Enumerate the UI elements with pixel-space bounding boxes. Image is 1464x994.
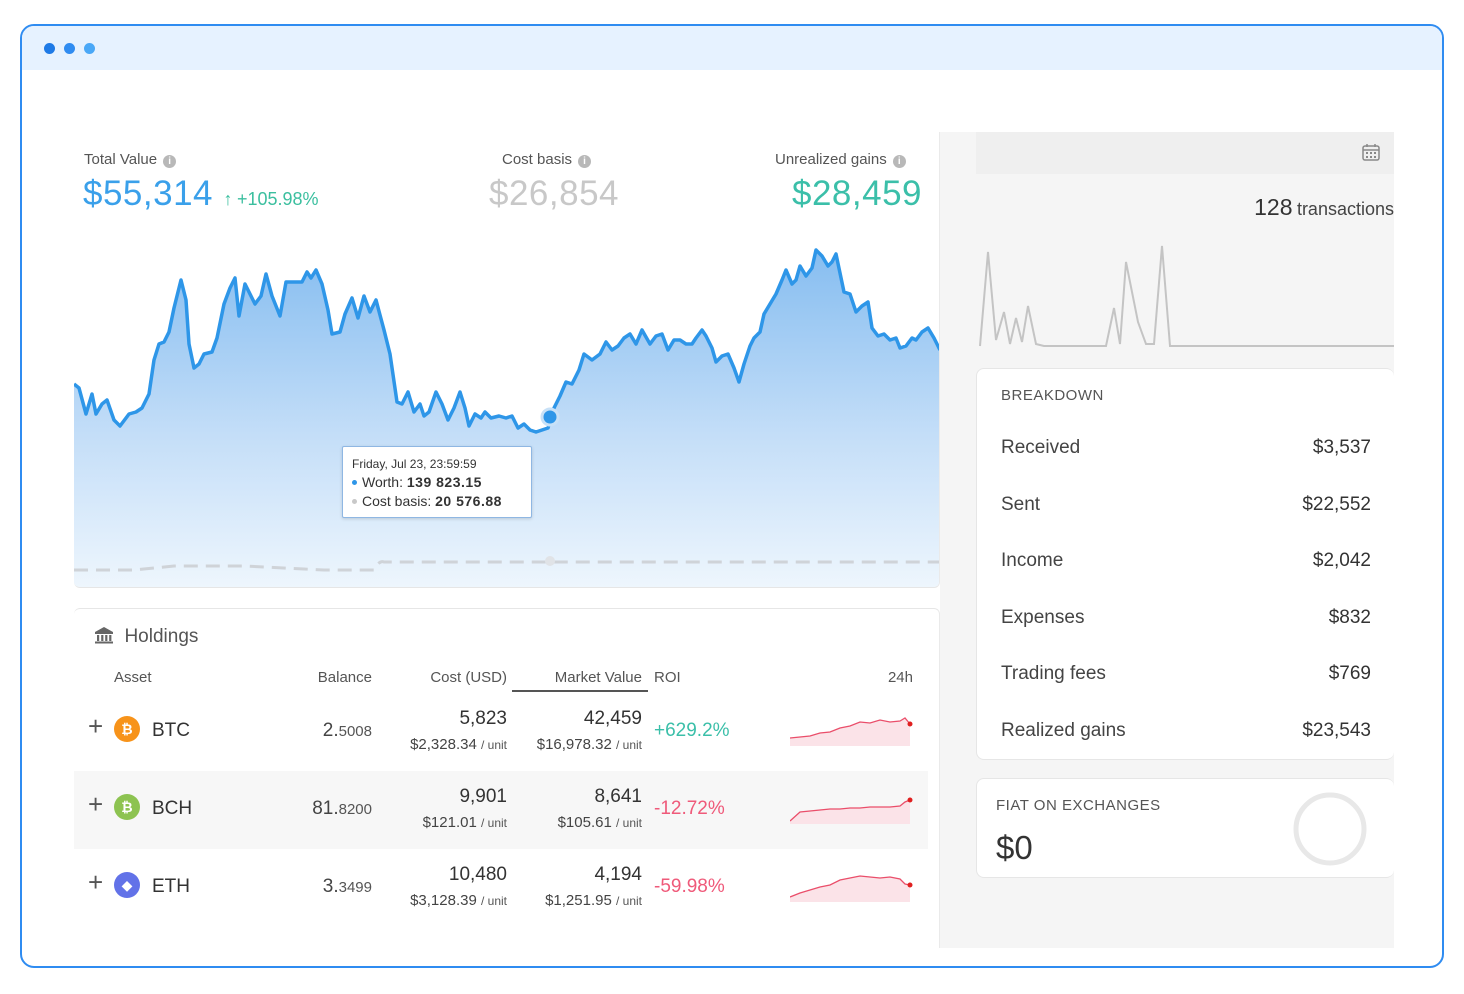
breakdown-value: $769	[1328, 663, 1371, 684]
fiat-ring-chart	[1293, 792, 1367, 866]
cost-basis-value: $26,854	[489, 174, 620, 213]
cost-basis-marker	[545, 556, 555, 566]
fiat-title: FIAT ON EXCHANGES	[996, 797, 1161, 814]
breakdown-value: $3,537	[1312, 437, 1371, 458]
asset-cost: 9,901	[459, 786, 507, 807]
asset-roi: +629.2%	[654, 720, 730, 741]
asset-market-value: 8,641	[594, 786, 642, 807]
arrow-up-icon: ↑	[223, 189, 233, 209]
hover-marker	[540, 407, 560, 427]
breakdown-label: Received	[1001, 437, 1081, 458]
asset-market-per-unit: $16,978.32 / unit	[536, 736, 642, 753]
asset-cost: 10,480	[448, 864, 507, 885]
info-icon[interactable]: i	[578, 155, 592, 168]
asset-market-per-unit: $1,251.95 / unit	[545, 892, 642, 909]
unrealized-gains-label: Unrealized gains i	[775, 151, 906, 168]
col-asset[interactable]: Asset	[114, 669, 152, 686]
asset-symbol[interactable]: BTC	[152, 720, 190, 741]
breakdown-value: $832	[1328, 606, 1371, 628]
coin-icon: ₿	[114, 716, 140, 742]
asset-symbol[interactable]: BCH	[152, 798, 193, 819]
window-dot-minimize[interactable]	[64, 43, 75, 54]
asset-balance: 2.5008	[322, 720, 372, 741]
asset-roi: -12.72%	[654, 798, 725, 819]
breakdown-label: Income	[1001, 550, 1064, 571]
asset-market-value: 4,194	[594, 864, 642, 885]
worth-line	[74, 248, 939, 434]
portfolio-chart-svg	[74, 248, 939, 587]
title-bar	[22, 26, 1442, 70]
asset-roi: -59.98%	[654, 876, 725, 897]
window-dot-maximize[interactable]	[84, 43, 95, 54]
unrealized-gains-value: $28,459	[792, 174, 923, 213]
legend-dot	[352, 480, 357, 485]
info-icon[interactable]: i	[163, 155, 177, 168]
fiat-value: $0	[996, 829, 1033, 866]
breakdown-label: Sent	[1001, 493, 1041, 515]
breakdown-value: $2,042	[1312, 550, 1371, 571]
asset-cost-per-unit: $2,328.34 / unit	[410, 736, 507, 753]
col-roi[interactable]: ROI	[654, 669, 681, 686]
breakdown-label: Realized gains	[1001, 719, 1126, 741]
tooltip-date: Friday, Jul 23, 23:59:59	[352, 457, 477, 471]
breakdown-card: BREAKDOWN Received $3,537 Sent $22,552 Incom…	[976, 368, 1394, 760]
total-value: $55,314	[83, 174, 214, 213]
add-transaction-button[interactable]: +	[88, 711, 104, 741]
total-value-label: Total Value i	[84, 151, 177, 168]
transactions-count: 128 transactions	[1254, 194, 1394, 220]
portfolio-chart[interactable]	[74, 132, 940, 588]
breakdown-value: $23,543	[1302, 719, 1371, 741]
date-filter-bar	[976, 132, 1394, 174]
breakdown-label: Trading fees	[1001, 663, 1106, 684]
holdings-title: Holdings	[94, 626, 198, 648]
col-market-value[interactable]: Market Value	[554, 669, 642, 686]
breakdown-label: Expenses	[1001, 606, 1085, 628]
add-transaction-button[interactable]: +	[88, 867, 104, 897]
calendar-icon[interactable]	[1362, 143, 1380, 161]
row-highlight	[74, 771, 928, 849]
asset-cost: 5,823	[459, 708, 507, 729]
total-change: +105.98%	[236, 189, 319, 209]
breakdown-title: BREAKDOWN	[1001, 387, 1104, 404]
sort-indicator	[512, 690, 648, 692]
cost-basis-label: Cost basis i	[502, 151, 592, 168]
sparkline-24h	[790, 797, 913, 824]
col-balance[interactable]: Balance	[317, 669, 372, 686]
legend-dot	[352, 499, 357, 504]
tooltip-cost: Cost basis: 20 576.88	[352, 493, 522, 509]
app-window: Total Value i $55,314 ↑ +105.98% Cost bas…	[20, 24, 1444, 968]
tooltip-worth: Worth: 139 823.15	[352, 474, 522, 490]
asset-cost-per-unit: $3,128.39 / unit	[410, 892, 507, 909]
transactions-sparkline	[979, 245, 1394, 347]
sparkline-24h	[790, 717, 913, 746]
holdings-panel	[74, 608, 940, 948]
asset-market-value: 42,459	[583, 708, 642, 729]
right-panel: 128 transactions BREAKDOWN Received $3,53…	[940, 132, 1394, 948]
col-cost[interactable]: Cost (USD)	[430, 669, 507, 686]
asset-symbol[interactable]: ETH	[152, 876, 190, 897]
asset-balance: 3.3499	[322, 876, 372, 897]
info-icon[interactable]: i	[892, 155, 906, 168]
total-value-group: $55,314 ↑ +105.98%	[83, 174, 319, 214]
bank-icon	[95, 627, 113, 644]
chart-tooltip: Friday, Jul 23, 23:59:59 Worth: 139 823.…	[342, 446, 532, 518]
breakdown-value: $22,552	[1302, 493, 1371, 515]
asset-market-per-unit: $105.61 / unit	[557, 814, 642, 831]
fiat-card: FIAT ON EXCHANGES $0	[976, 778, 1394, 878]
add-transaction-button[interactable]: +	[88, 789, 104, 819]
window-dot-close[interactable]	[44, 43, 55, 54]
asset-cost-per-unit: $121.01 / unit	[422, 814, 507, 831]
asset-balance: 81.8200	[312, 798, 372, 819]
coin-icon: ₿	[114, 794, 140, 820]
col-24h[interactable]: 24h	[887, 669, 913, 686]
sparkline-24h	[790, 875, 913, 902]
coin-icon: ◆	[114, 872, 140, 898]
cost-basis-line	[74, 560, 939, 572]
